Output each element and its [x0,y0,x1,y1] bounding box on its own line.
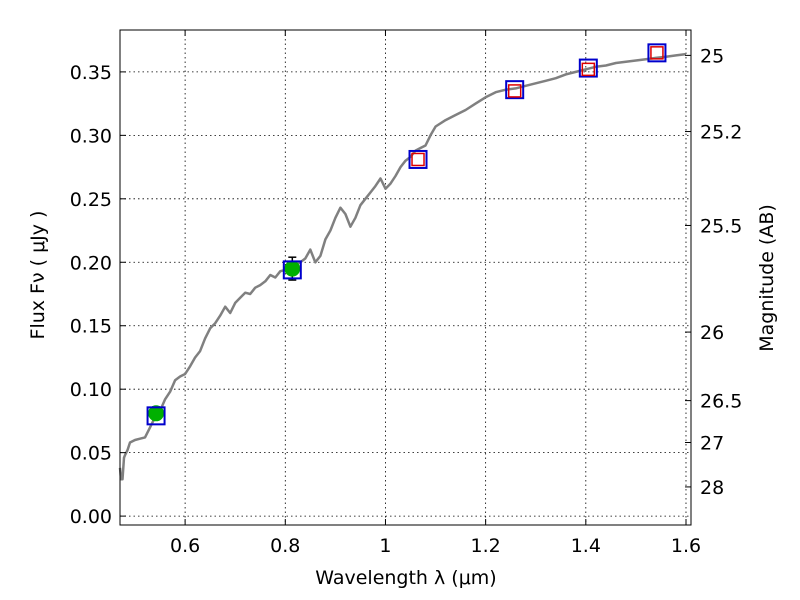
model-photometry-point [505,80,525,100]
right-tick-label: 25.5 [700,215,742,237]
plot-frame [119,29,692,526]
right-tick-label: 28 [700,477,724,499]
x-tick-label: 1.4 [571,535,601,557]
x-tick-label: 1.6 [671,535,701,557]
x-axis-title: Wavelength λ (μm) [315,567,496,589]
model-photometry-point [578,58,598,78]
y-tick-label: 0.00 [70,506,112,528]
spectrum-layer [118,52,687,481]
right-tick-label: 25.2 [700,122,742,144]
x-tick-label: 0.8 [270,535,300,557]
x-tick-label: 1 [379,535,391,557]
right-tick-label: 26.5 [700,391,742,413]
model-photometry-point [408,149,428,169]
x-axis-ticks: 0.6 0.8 1 1.2 1.4 1.6 [170,30,701,557]
y-axis-title: Flux Fν ( μJy ) [27,211,49,340]
spectrum-line [118,52,687,481]
y-tick-label: 0.20 [70,252,112,274]
model-photometry-point [146,406,166,426]
red-open-square [411,152,425,167]
right-tick-label: 27 [700,433,724,455]
y-tick-label: 0.25 [70,189,112,211]
y-tick-label: 0.10 [70,379,112,401]
observed-point [284,260,301,277]
model-photometry-point [647,43,667,63]
y-tick-label: 0.15 [70,316,112,338]
right-tick-label: 25 [700,45,724,67]
y-tick-label: 0.35 [70,62,112,84]
marker-layer [146,43,667,426]
observed-point [148,405,165,422]
y-tick-label: 0.30 [70,125,112,147]
model-photometry-point [282,260,302,280]
y-axis-ticks: 0.00 0.05 0.10 0.15 0.20 0.25 0.30 0.35 [70,62,126,528]
x-tick-label: 0.6 [170,535,200,557]
x-tick-label: 1.2 [471,535,501,557]
red-open-square [581,62,596,77]
right-axis-title: Magnitude (AB) [756,204,778,352]
grid [120,30,691,525]
red-open-square [650,46,664,60]
y-tick-label: 0.05 [70,443,112,465]
right-tick-label: 26 [700,322,724,344]
red-open-square [507,84,522,98]
right-axis-ticks: 25 25.2 25.5 26 26.5 27 28 [685,45,742,499]
